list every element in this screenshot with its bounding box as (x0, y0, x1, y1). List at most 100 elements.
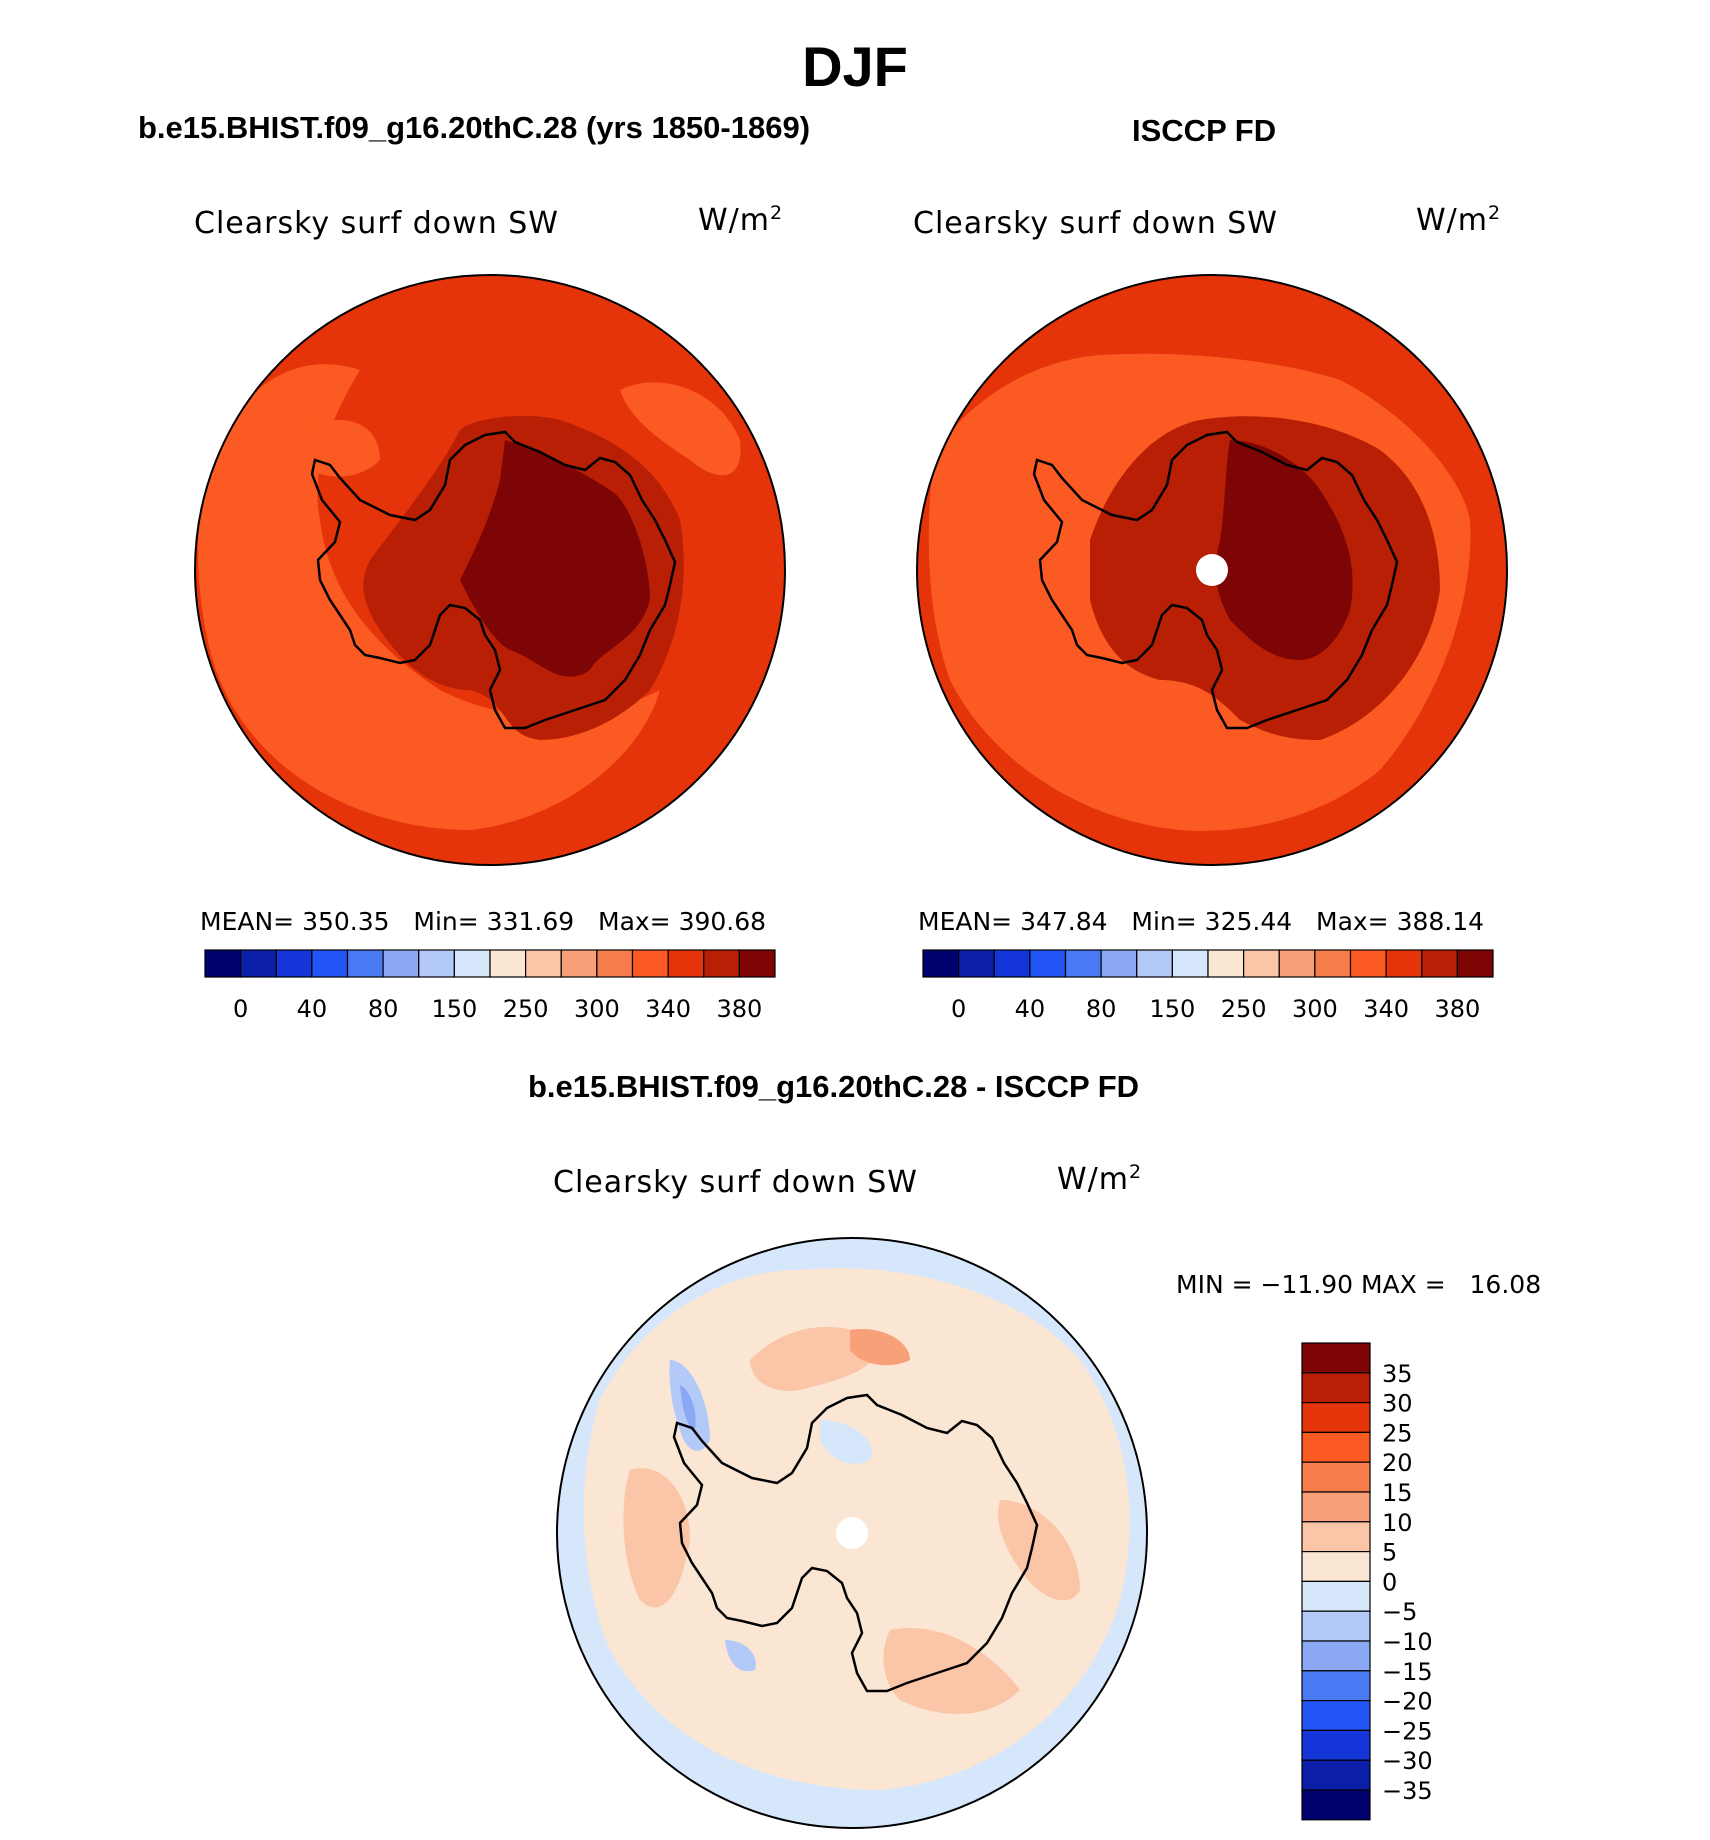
obs-land-high (1215, 440, 1353, 660)
model-colorbar-box (667, 949, 705, 978)
model-map-border (194, 274, 786, 866)
diff-colorbar-box (1301, 1521, 1371, 1553)
diff-colorbar-tick-label: −30 (1382, 1747, 1433, 1775)
model-units-label: W/m2 (698, 202, 784, 238)
diff-colorbar-tick-label: −25 (1382, 1717, 1433, 1745)
model-ocean-inner-ne (620, 382, 741, 476)
obs-colorbar-box (1314, 949, 1352, 978)
obs-min-label: Min= (1131, 907, 1197, 936)
model-map (194, 274, 786, 866)
obs-colorbar-tick-label: 300 (1292, 995, 1338, 1023)
diff-colorbar-box (1301, 1461, 1371, 1493)
model-colorbar: 0 40 80 150 250 300 340 380 (204, 949, 776, 1023)
obs-colorbar-box (1349, 949, 1387, 978)
model-colorbar-box (453, 949, 491, 978)
obs-max-value: 388.14 (1396, 907, 1485, 936)
model-colorbar-tick-label: 300 (574, 995, 620, 1023)
obs-colorbar-box (1421, 949, 1458, 978)
model-colorbar-tick-label: 150 (431, 995, 477, 1023)
obs-colorbar: 0 40 80 150 250 300 340 380 (922, 949, 1494, 1023)
diff-colorbar-tick-label: 30 (1382, 1390, 1413, 1418)
model-colorbar-box (346, 949, 384, 978)
obs-colorbar-tick-label: 380 (1434, 995, 1480, 1023)
diff-neg-patch-sw (725, 1640, 756, 1672)
obs-mean-label: MEAN= (918, 907, 1013, 936)
obs-colorbar-box (1171, 949, 1209, 978)
model-colorbar-tick-label: 80 (368, 995, 399, 1023)
model-colorbar-box (560, 949, 598, 978)
diff-neg-land-patch (820, 1420, 872, 1464)
diff-colorbar-box (1301, 1580, 1371, 1612)
obs-panel-heading: ISCCP FD (1132, 113, 1277, 148)
model-colorbar-box (418, 949, 455, 978)
obs-colorbar-tick-label: 150 (1149, 995, 1195, 1023)
obs-colorbar-box (1278, 949, 1316, 978)
diff-pos3-region (850, 1329, 910, 1366)
obs-colorbar-box (922, 949, 960, 978)
obs-units-label: W/m2 (1416, 202, 1502, 238)
diff-colorbar-box (1301, 1670, 1371, 1702)
obs-map-border (916, 274, 1508, 866)
model-min-value: 331.69 (486, 907, 575, 936)
diff-colorbar-box (1301, 1640, 1371, 1672)
diff-map-border (556, 1237, 1148, 1829)
model-colorbar-box (275, 949, 313, 978)
model-land-high (460, 440, 650, 677)
model-variable-label: Clearsky surf down SW (194, 206, 559, 241)
obs-colorbar-box (1100, 949, 1138, 978)
diff-colorbar-tick-label: −20 (1382, 1688, 1433, 1716)
model-colorbar-box (738, 949, 776, 978)
model-colorbar-tick-label: 250 (503, 995, 549, 1023)
model-max-value: 390.68 (678, 907, 767, 936)
model-stats: MEAN= 350.35 Min= 331.69 Max= 390.68 (200, 907, 766, 936)
model-colorbar-tick-label: 0 (233, 995, 248, 1023)
diff-colorbar-tick-label: 5 (1382, 1539, 1397, 1567)
obs-colorbar-box (1207, 949, 1245, 978)
model-colorbar-tick-label: 40 (297, 995, 328, 1023)
diff-pos2-region-north (750, 1326, 880, 1391)
diff-colorbar-box (1301, 1610, 1371, 1642)
diff-colorbar-tick-label: 20 (1382, 1449, 1413, 1477)
obs-stats: MEAN= 347.84 Min= 325.44 Max= 388.14 (918, 907, 1484, 936)
diff-colorbar-tick-label: 35 (1382, 1360, 1413, 1388)
diff-pos2-region-south (883, 1628, 1020, 1714)
diff-colorbar-box (1301, 1699, 1371, 1731)
diff-colorbar-box (1301, 1759, 1371, 1791)
diff-colorbar-box (1301, 1550, 1371, 1582)
obs-colorbar-tick-label: 0 (951, 995, 966, 1023)
obs-min-value: 325.44 (1204, 907, 1293, 936)
diff-pos2-region-east (998, 1500, 1080, 1601)
obs-colorbar-box (1136, 949, 1173, 978)
diff-colorbar-tick-label: −10 (1382, 1628, 1433, 1656)
obs-mean-value: 347.84 (1020, 907, 1108, 936)
model-colorbar-box (489, 949, 527, 978)
model-colorbar-box (204, 949, 242, 978)
obs-colorbar-box (993, 949, 1031, 978)
model-colorbar-tick-label: 340 (645, 995, 691, 1023)
diff-colorbar-tick-label: 10 (1382, 1509, 1413, 1537)
obs-colorbar-box (1064, 949, 1102, 978)
model-colorbar-box (525, 949, 562, 978)
diff-variable-label: Clearsky surf down SW (553, 1165, 918, 1200)
diff-colorbar-box (1301, 1789, 1371, 1821)
model-colorbar-tick-label: 380 (716, 995, 762, 1023)
model-colorbar-box (311, 949, 349, 978)
diff-colorbar-box (1301, 1729, 1371, 1761)
diff-max-label: MAX = (1360, 1270, 1446, 1299)
figure-title: DJF (802, 35, 908, 98)
obs-colorbar-box (1243, 949, 1280, 978)
model-colorbar-box (240, 949, 277, 978)
diff-pole-mask (836, 1517, 868, 1549)
obs-colorbar-box (1385, 949, 1423, 978)
diff-min-value: −11.90 (1260, 1270, 1354, 1299)
diff-colorbar-tick-label: 0 (1382, 1568, 1397, 1596)
diff-pos2-region-west (623, 1468, 690, 1608)
diff-colorbar-tick-label: −15 (1382, 1658, 1433, 1686)
model-max-label: Max= (598, 907, 671, 936)
diff-colorbar-tick-label: −35 (1382, 1777, 1433, 1805)
diff-neg3-region (680, 1385, 696, 1430)
obs-colorbar-tick-label: 40 (1015, 995, 1046, 1023)
obs-colorbar-box (1456, 949, 1494, 978)
